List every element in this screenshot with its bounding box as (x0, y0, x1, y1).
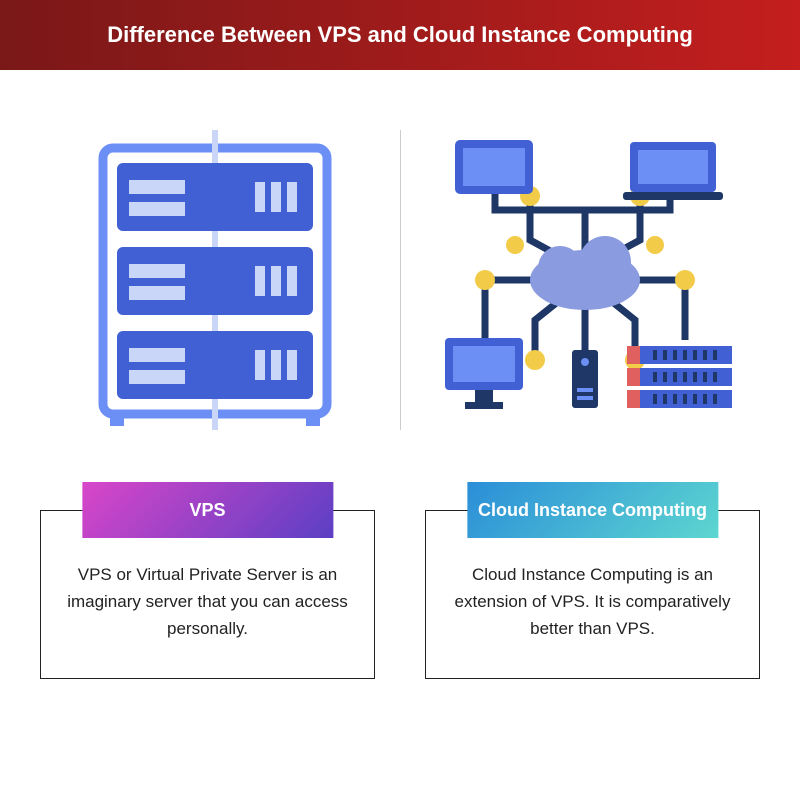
vps-definition-text: VPS or Virtual Private Server is an imag… (67, 565, 348, 638)
page-title: Difference Between VPS and Cloud Instanc… (107, 22, 693, 48)
vps-definition-box: VPS VPS or Virtual Private Server is an … (40, 510, 375, 679)
vps-label-text: VPS (189, 500, 225, 521)
cloud-network-icon (425, 130, 745, 430)
vps-illustration (30, 110, 400, 450)
definitions-row: VPS VPS or Virtual Private Server is an … (0, 470, 800, 699)
cloud-illustration (401, 110, 771, 450)
cloud-definition-box: Cloud Instance Computing Cloud Instance … (425, 510, 760, 679)
cloud-label: Cloud Instance Computing (467, 482, 718, 538)
illustration-row (0, 70, 800, 470)
cloud-definition-text: Cloud Instance Computing is an extension… (455, 565, 731, 638)
server-rack-icon (75, 130, 355, 430)
vps-label: VPS (82, 482, 333, 538)
cloud-label-text: Cloud Instance Computing (478, 500, 707, 521)
page-header: Difference Between VPS and Cloud Instanc… (0, 0, 800, 70)
